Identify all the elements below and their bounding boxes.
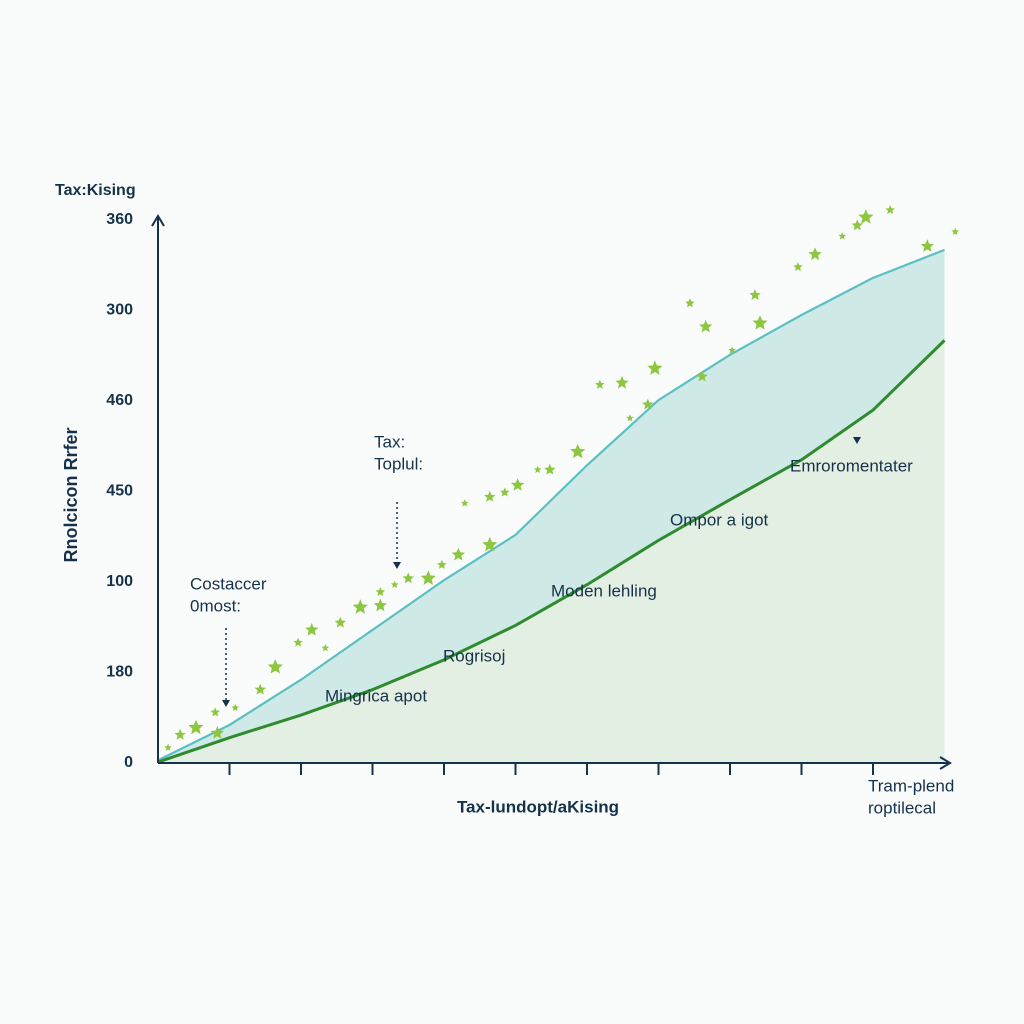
pointers <box>225 502 398 700</box>
star-point <box>482 536 498 552</box>
star-point <box>642 398 654 410</box>
star-point <box>210 726 224 739</box>
pointer-head <box>853 437 861 444</box>
annotation: Ompor a igot <box>670 510 769 529</box>
y-axis-label: Rnolcicon Rrfer <box>61 427 81 562</box>
pointer-head <box>222 700 230 707</box>
star-point <box>595 379 605 389</box>
area <box>158 340 945 763</box>
y-tick-label: 180 <box>106 664 133 681</box>
star-point <box>920 239 934 252</box>
pointer-heads <box>222 437 861 707</box>
star-point <box>808 247 822 261</box>
star-point <box>728 346 736 354</box>
star-point <box>174 728 186 740</box>
annotation: Costaccer <box>190 574 267 593</box>
y-tick-label: 450 <box>106 483 133 500</box>
annotation: 0most: <box>190 596 241 615</box>
star-point <box>293 637 303 647</box>
pointer-head <box>393 562 401 569</box>
y-tick-label: 300 <box>106 302 133 319</box>
star-point <box>164 743 172 751</box>
star-point <box>305 623 319 636</box>
star-point <box>437 559 447 569</box>
star-point <box>500 487 510 497</box>
star-point <box>402 572 414 584</box>
star-point <box>647 360 663 375</box>
star-point <box>484 490 496 502</box>
star-point <box>451 547 465 561</box>
star-point <box>375 587 386 596</box>
y-tick-label: 0 <box>124 754 133 771</box>
star-point <box>544 463 556 475</box>
y-tick-label: 360 <box>106 211 133 228</box>
star-point <box>460 499 469 507</box>
star-point <box>570 443 586 459</box>
line <box>157 248 945 762</box>
star-point <box>851 219 863 231</box>
star-point <box>334 616 346 628</box>
plot-area <box>157 205 959 764</box>
annotation: Mingrica apot <box>325 686 427 705</box>
annotation: roptilecal <box>868 798 936 817</box>
star-point <box>749 289 761 300</box>
x-axis-label: Tax-lundopt/aKising <box>457 797 619 816</box>
star-point <box>793 262 803 272</box>
star-point <box>626 414 634 422</box>
star-point <box>254 683 266 695</box>
chart-title: Tax:Kising <box>55 182 136 199</box>
star-point <box>615 375 629 389</box>
star-point <box>885 205 895 215</box>
star-point <box>951 227 959 235</box>
star-point <box>352 599 368 614</box>
annotation: Rogrisoj <box>443 646 505 665</box>
star-point <box>858 209 874 224</box>
star-point <box>699 319 713 333</box>
annotation: Tram-plend <box>868 776 954 795</box>
star-point <box>696 370 708 382</box>
star-point <box>267 659 283 674</box>
annotation: Toplul: <box>374 454 423 473</box>
star-point <box>373 598 387 612</box>
star-point <box>210 707 220 717</box>
star-point <box>685 298 695 308</box>
star-point <box>231 703 239 711</box>
annotation: Emroromentater <box>790 456 913 475</box>
annotation: Tax: <box>374 432 405 451</box>
star-point <box>752 315 768 330</box>
annotation: Moden lehling <box>551 581 657 600</box>
star-point <box>420 570 436 585</box>
axes <box>151 214 952 770</box>
star-point <box>321 644 330 652</box>
y-tick-label: 460 <box>106 392 133 409</box>
x-axis-arrow <box>939 756 952 770</box>
y-tick-label: 100 <box>106 573 133 590</box>
line <box>157 339 946 764</box>
star-point <box>838 232 847 240</box>
star-point <box>533 465 542 473</box>
star-point <box>511 478 525 491</box>
star-point <box>188 719 204 735</box>
star-point <box>390 580 399 588</box>
y-axis-arrow <box>151 214 165 227</box>
